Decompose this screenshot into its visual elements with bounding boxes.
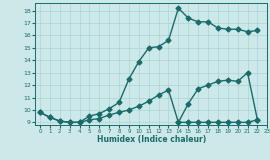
X-axis label: Humidex (Indice chaleur): Humidex (Indice chaleur) <box>97 135 206 144</box>
